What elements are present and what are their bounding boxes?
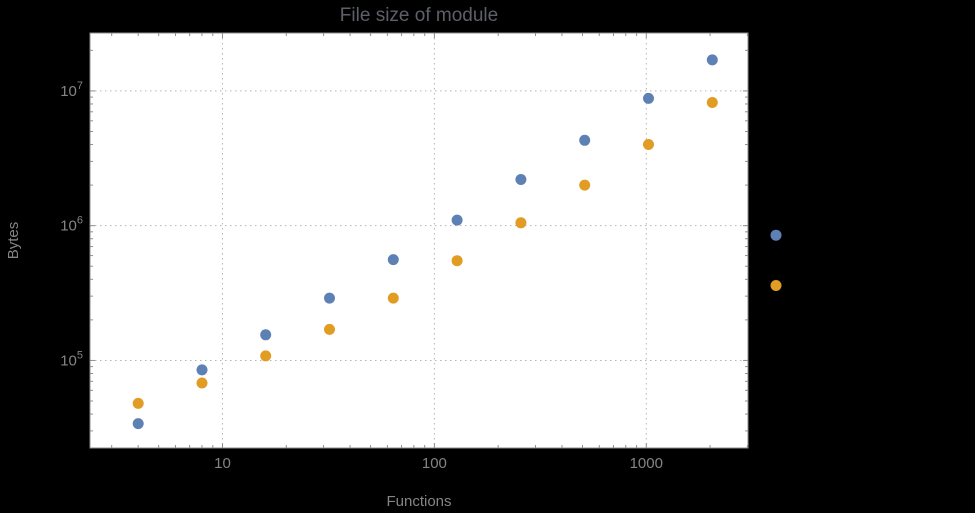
plot-frame: [89, 32, 749, 449]
series-blue: [132, 54, 782, 430]
gridlines: [90, 33, 748, 448]
y-tick-label: 106: [60, 215, 83, 235]
x-axis-label: Functions: [386, 493, 451, 510]
x-tick-label: 100: [422, 455, 447, 472]
series-orange: [132, 97, 782, 409]
x-tick-label: 1000: [630, 455, 663, 472]
y-axis-label: Bytes: [5, 222, 22, 260]
y-tick-label: 105: [60, 349, 83, 369]
x-tick-label: 10: [214, 455, 231, 472]
chart-title: File size of module: [340, 5, 498, 26]
y-tick-label: 107: [60, 80, 83, 100]
data-points: [132, 54, 782, 430]
